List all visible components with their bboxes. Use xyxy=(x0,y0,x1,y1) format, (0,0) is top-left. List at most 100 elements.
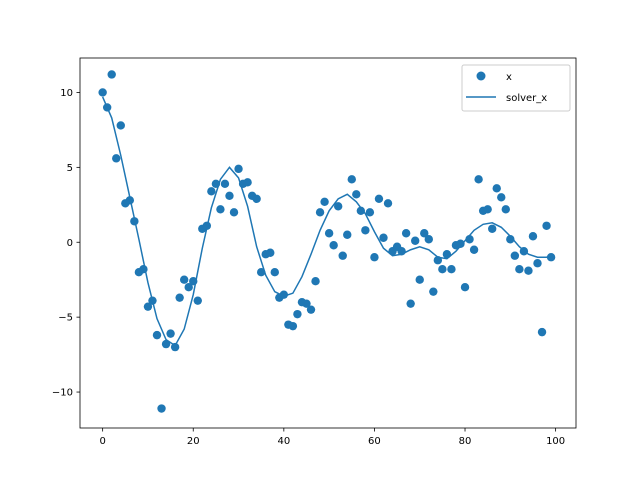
axes-frame xyxy=(79,57,577,429)
data-point xyxy=(143,302,153,311)
data-point xyxy=(216,205,225,214)
line-layer xyxy=(101,96,552,347)
data-point xyxy=(139,265,148,274)
data-point xyxy=(152,330,162,340)
data-point xyxy=(98,88,107,97)
y-tick-label: −10 xyxy=(52,388,73,399)
data-point xyxy=(112,154,121,163)
data-point xyxy=(306,305,316,314)
data-point xyxy=(266,248,275,257)
data-point xyxy=(202,221,212,230)
y-tick-label: −5 xyxy=(58,313,73,324)
y-tick-label: 5 xyxy=(67,163,73,174)
legend: x solver_x xyxy=(461,64,571,112)
data-point xyxy=(501,205,510,214)
legend-marker-x xyxy=(476,71,486,81)
data-point xyxy=(370,253,379,262)
data-point xyxy=(220,179,230,189)
y-tick-label: 10 xyxy=(60,88,73,99)
data-point xyxy=(510,251,520,260)
data-point xyxy=(189,277,198,286)
legend-frame xyxy=(461,64,571,112)
data-point xyxy=(442,250,452,259)
data-point xyxy=(207,187,216,196)
data-point xyxy=(170,342,180,352)
x-tick-label: 20 xyxy=(187,436,200,447)
data-point xyxy=(465,235,474,244)
data-point xyxy=(193,296,202,305)
data-point xyxy=(234,164,243,174)
data-point xyxy=(469,245,479,254)
data-point xyxy=(324,229,334,238)
data-point xyxy=(311,277,320,286)
data-point xyxy=(456,239,465,248)
data-point xyxy=(333,202,343,211)
data-point xyxy=(184,282,193,292)
data-point xyxy=(411,236,420,245)
data-point xyxy=(288,321,298,331)
data-point xyxy=(179,275,189,284)
data-point xyxy=(338,251,347,260)
data-point xyxy=(497,193,506,202)
data-point xyxy=(506,235,515,244)
data-point xyxy=(211,179,221,189)
data-point xyxy=(329,241,338,250)
legend-label-x: x xyxy=(506,72,512,83)
data-point xyxy=(397,247,406,256)
data-point xyxy=(225,191,234,201)
data-point xyxy=(460,282,470,292)
data-point xyxy=(533,259,542,268)
data-point xyxy=(279,290,289,299)
data-point xyxy=(243,178,252,187)
data-point xyxy=(352,190,361,199)
data-point xyxy=(519,247,529,256)
data-point xyxy=(528,232,538,241)
data-point xyxy=(116,121,125,130)
data-point xyxy=(252,194,261,204)
data-point xyxy=(438,265,447,274)
data-point xyxy=(379,233,388,242)
x-tick-label: 60 xyxy=(368,436,381,447)
data-point xyxy=(102,103,112,112)
data-point xyxy=(447,265,456,274)
data-point xyxy=(343,230,352,239)
data-point xyxy=(166,329,175,338)
x-tick-label: 80 xyxy=(459,436,472,447)
data-point xyxy=(483,205,492,214)
legend-label-solver-x: solver_x xyxy=(506,93,547,104)
data-point xyxy=(125,196,135,205)
data-point xyxy=(315,208,325,217)
data-point xyxy=(365,208,375,217)
data-point xyxy=(302,299,311,308)
data-point xyxy=(492,184,501,193)
data-point xyxy=(401,229,411,238)
y-axis: −10 −5 0 5 10 xyxy=(52,88,80,399)
y-tick-label: 0 xyxy=(67,238,73,249)
data-point xyxy=(107,70,116,79)
data-point xyxy=(415,275,424,284)
x-axis: 0 20 40 60 80 100 xyxy=(99,428,565,447)
data-point xyxy=(229,208,239,217)
x-tick-label: 40 xyxy=(277,436,290,447)
data-point xyxy=(542,221,551,230)
data-point xyxy=(488,224,497,233)
data-point xyxy=(515,265,524,274)
data-point xyxy=(374,194,384,204)
data-point xyxy=(383,199,393,208)
x-tick-label: 100 xyxy=(546,436,565,447)
data-point xyxy=(148,296,157,305)
data-point xyxy=(320,197,329,207)
data-point xyxy=(429,287,438,296)
data-point xyxy=(270,268,279,277)
data-point xyxy=(361,226,370,235)
data-point xyxy=(433,256,443,265)
data-point xyxy=(157,404,166,413)
data-point xyxy=(474,175,483,184)
data-point xyxy=(356,206,366,215)
data-point xyxy=(406,299,415,308)
data-point xyxy=(293,309,302,319)
data-point xyxy=(424,235,433,244)
data-point xyxy=(420,229,429,238)
x-tick-label: 0 xyxy=(99,436,105,447)
